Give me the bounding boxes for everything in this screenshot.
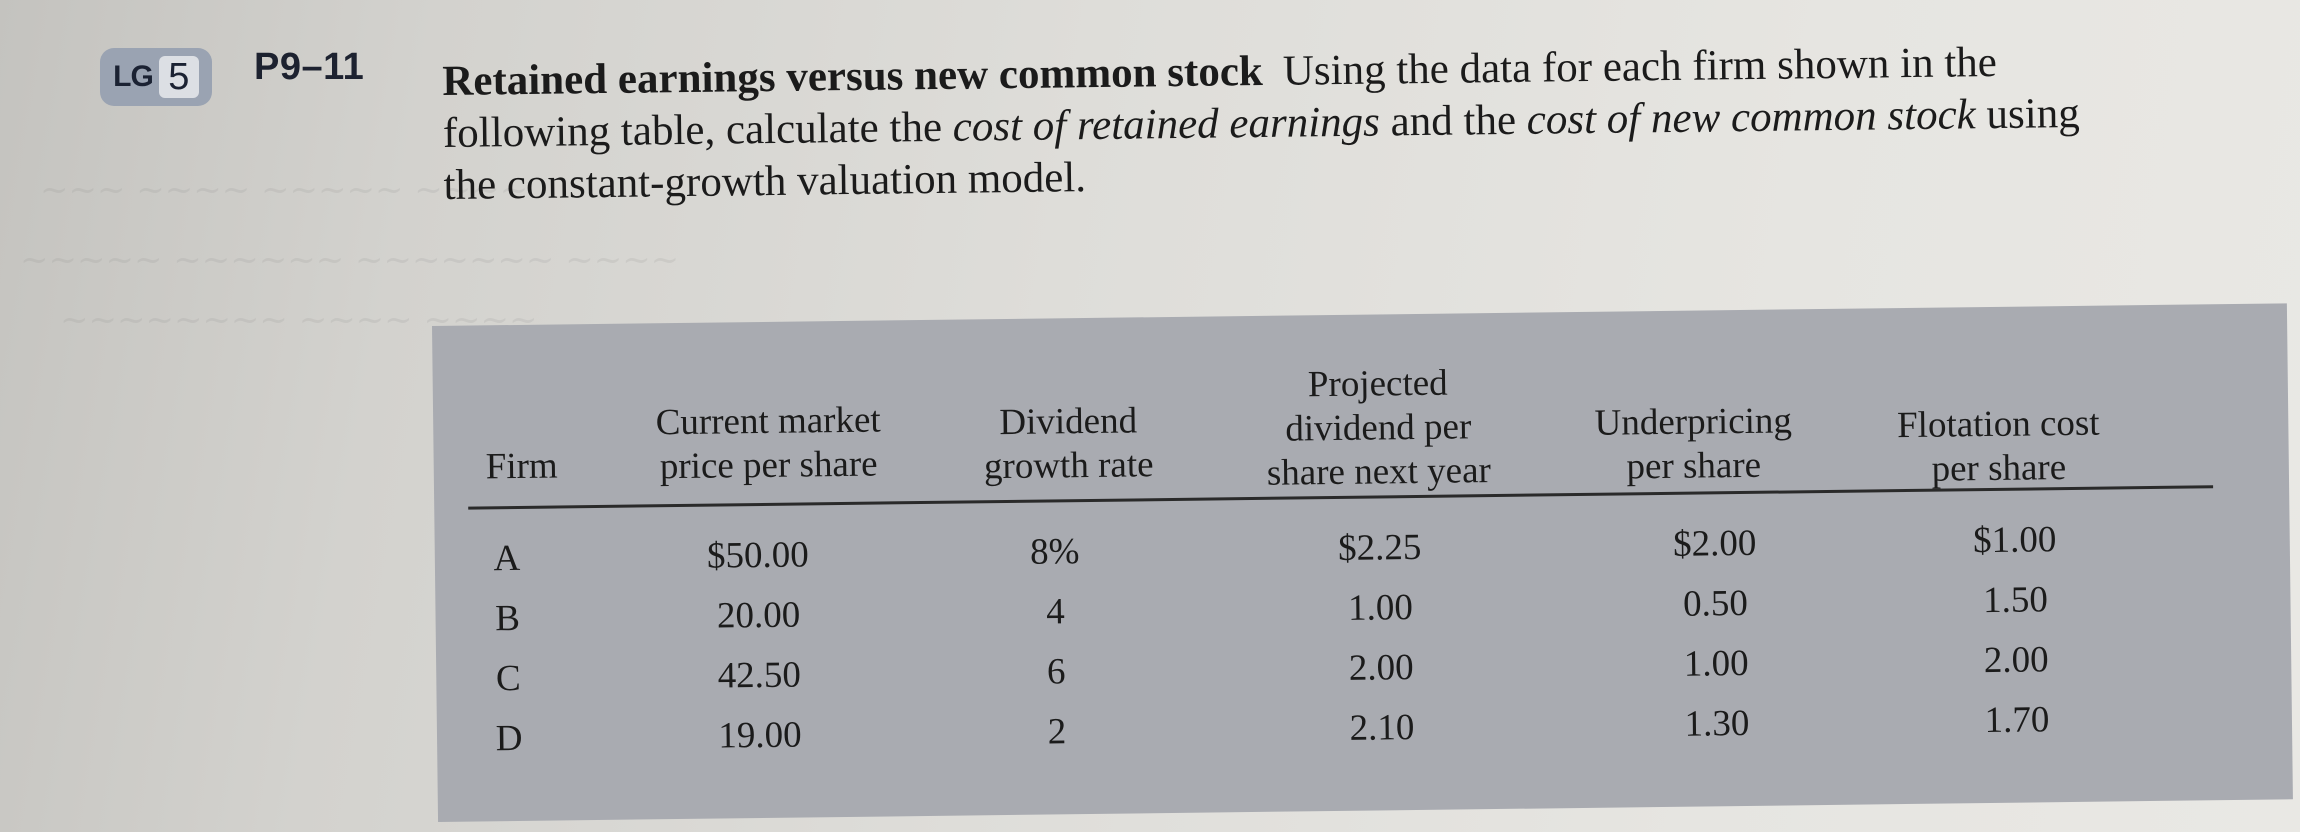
table-cell-growth: 8%: [1029, 531, 1080, 573]
table-cell-underpricing: $2.00: [1672, 522, 1757, 565]
table-cell-dividend: 2.10: [1349, 707, 1415, 749]
column-header-dividend: Projected dividend per share next year: [1223, 361, 1535, 497]
table-cell-dividend: 2.00: [1348, 647, 1414, 689]
column-header-underpricing: Underpricing per share: [1563, 399, 1824, 490]
problem-number: P9–11: [254, 46, 365, 88]
column-header-growth-line1: Dividend: [999, 400, 1138, 444]
table-cell-price: 42.50: [717, 654, 802, 697]
learning-goal-badge: LG 5: [100, 48, 212, 106]
column-header-underpricing-line1: Underpricing: [1594, 400, 1793, 444]
column-header-price: Current market price per share: [623, 398, 914, 490]
problem-statement: Retained earnings versus new common stoc…: [442, 35, 2144, 212]
table-cell-price: $50.00: [706, 534, 809, 577]
table-cell-underpricing: 0.50: [1682, 582, 1749, 625]
table-cell-growth: 2: [1047, 711, 1067, 753]
table-cell-flotation: $1.00: [1972, 519, 2057, 562]
table-cell-firm: A: [493, 537, 521, 580]
table-cell-flotation: 2.00: [1983, 639, 2049, 682]
table-cell-price: 19.00: [718, 714, 802, 757]
table-cell-price: 20.00: [716, 594, 801, 637]
column-header-dividend-line2: dividend per: [1285, 406, 1472, 450]
table-cell-firm: B: [494, 597, 521, 640]
table-cell-growth: 4: [1046, 591, 1066, 633]
column-header-flotation-line1: Flotation cost: [1896, 402, 2100, 447]
table-cell-firm: C: [495, 657, 521, 700]
problem-title: Retained earnings versus new common stoc…: [442, 47, 1264, 105]
learning-goal-label: LG: [113, 60, 154, 93]
column-header-price-line2: price per share: [659, 443, 878, 488]
table-cell-flotation: 1.70: [1984, 699, 2050, 742]
bleed-through-text: ~~~~~ ~~~~~~ ~~~~~~~ ~~~~: [20, 240, 680, 280]
column-header-dividend-line3: share next year: [1266, 450, 1492, 494]
column-header-firm: Firm: [485, 445, 558, 488]
data-table: Firm Current market price per share Divi…: [432, 303, 2293, 822]
problem-emphasis-new-stock: cost of new common stock: [1526, 91, 1977, 144]
column-header-growth-line2: growth rate: [983, 444, 1154, 488]
problem-emphasis-retained: cost of retained earnings: [952, 98, 1381, 151]
problem-text-part2: and the: [1379, 96, 1528, 146]
column-header-growth: Dividend growth rate: [953, 399, 1184, 490]
table-cell-growth: 6: [1046, 651, 1066, 693]
table-cell-dividend: $2.25: [1337, 526, 1422, 569]
column-header-price-line1: Current market: [655, 399, 881, 444]
table-cell-underpricing: 1.30: [1684, 702, 1750, 745]
column-header-dividend-line1: Projected: [1307, 362, 1448, 406]
table-cell-underpricing: 1.00: [1683, 642, 1749, 685]
table-cell-flotation: 1.50: [1982, 579, 2049, 622]
column-header-underpricing-line2: per share: [1626, 444, 1762, 488]
table-cell-firm: D: [495, 717, 523, 760]
learning-goal-number: 5: [158, 56, 199, 98]
column-header-flotation: Flotation cost per share: [1843, 401, 2154, 493]
table-cell-dividend: 1.00: [1347, 587, 1414, 629]
